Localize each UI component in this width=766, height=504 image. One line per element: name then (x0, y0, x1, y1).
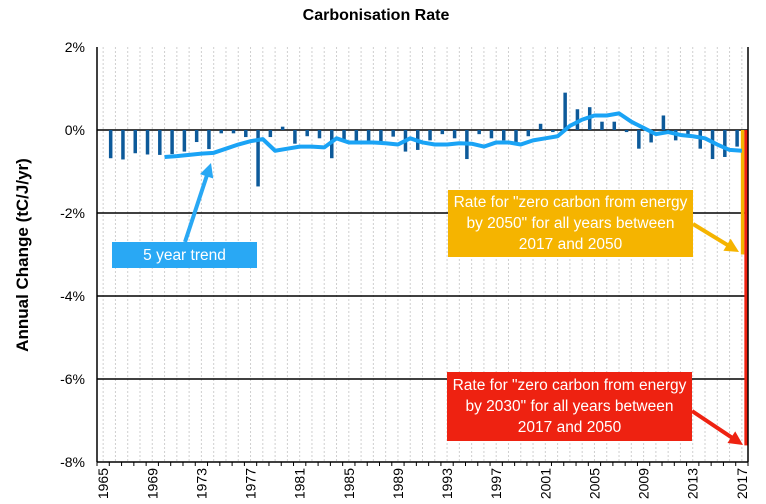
bar-1968 (133, 130, 137, 154)
bar-1988 (379, 130, 383, 142)
x-tick-label: 1997 (488, 468, 504, 499)
bar-1967 (121, 130, 125, 160)
bar-2030-rate (744, 130, 748, 446)
bar-2001 (538, 123, 543, 130)
x-tick-label: 2013 (685, 468, 701, 499)
bar-1969 (145, 130, 150, 155)
x-tick-label: 1981 (292, 468, 308, 499)
bar-2002 (551, 130, 555, 133)
arrow-2030-head (727, 431, 743, 445)
trend-line (164, 111, 742, 159)
bar-1980 (280, 126, 285, 130)
bar-2050-rate (740, 130, 745, 255)
bar-2006 (600, 121, 604, 130)
x-tick-label: 1973 (193, 468, 209, 499)
x-tick-label: 1965 (95, 468, 111, 499)
trend-arrow-shaft (183, 173, 210, 243)
x-tick-label: 1985 (341, 468, 357, 499)
bar-1996 (477, 130, 481, 135)
bar-1966 (108, 130, 113, 159)
chart-title: Carbonisation Rate (303, 7, 450, 24)
bar-2007 (612, 121, 617, 130)
bar-1977 (244, 130, 248, 138)
y-tick-label: 2% (65, 39, 85, 55)
bar-1973 (194, 130, 199, 143)
bar-2015 (710, 130, 715, 160)
y-tick-label: 0% (65, 122, 85, 138)
x-tick-label: 1977 (243, 468, 259, 499)
arrow-2050-shaft (691, 222, 731, 248)
bar-2000 (526, 130, 531, 137)
x-tick-label: 1989 (390, 468, 406, 499)
bar-1971 (170, 130, 174, 155)
annotation-2030-rate: Rate for "zero carbon from energy by 203… (447, 372, 692, 441)
bar-1999 (514, 130, 518, 143)
bar-2008 (624, 130, 629, 133)
bar-1982 (305, 130, 309, 137)
bar-1992 (428, 130, 432, 141)
bar-2016 (723, 130, 727, 157)
annotation-2050-rate: Rate for "zero carbon from energy by 205… (448, 190, 693, 257)
bar-2013 (686, 130, 690, 135)
bar-2017 (735, 130, 739, 147)
bar-2010 (649, 130, 653, 143)
arrow-2050-head (723, 238, 739, 252)
x-tick-label: 2005 (586, 468, 602, 499)
y-tick-label: -4% (60, 288, 85, 304)
x-tick-label: 2017 (734, 468, 750, 499)
bar-1983 (317, 130, 322, 139)
annotation-5-year-trend: 5 year trend (112, 242, 257, 268)
bar-1974 (207, 130, 211, 150)
bar-2009 (637, 130, 641, 149)
bar-1981 (293, 130, 297, 144)
arrow-2030-shaft (690, 409, 735, 441)
bar-1978 (256, 130, 260, 187)
y-tick-label: -6% (60, 371, 85, 387)
y-tick-label: -2% (60, 205, 85, 221)
bar-1994 (452, 130, 457, 139)
bar-1972 (182, 130, 187, 152)
bar-1997 (489, 130, 494, 139)
bar-1987 (366, 130, 371, 142)
bar-1985 (342, 130, 346, 142)
bar-1993 (440, 130, 445, 135)
bar-2004 (575, 109, 580, 130)
y-axis-label: Annual Change (tC/J/yr) (13, 158, 32, 352)
bar-1998 (501, 130, 506, 141)
bar-1979 (268, 130, 273, 138)
bar-1970 (158, 130, 162, 155)
bar-2011 (661, 115, 666, 130)
y-tick-label: -8% (60, 454, 85, 470)
bar-1975 (219, 130, 223, 134)
bar-1989 (391, 130, 395, 137)
x-tick-label: 2009 (636, 468, 652, 499)
x-tick-label: 1993 (439, 468, 455, 499)
trend-arrow-head (199, 163, 214, 179)
x-tick-label: 1969 (144, 468, 160, 499)
x-tick-label: 2001 (537, 468, 553, 499)
bar-1976 (231, 130, 236, 134)
bar-1986 (354, 130, 359, 142)
bar-2003 (563, 92, 567, 130)
